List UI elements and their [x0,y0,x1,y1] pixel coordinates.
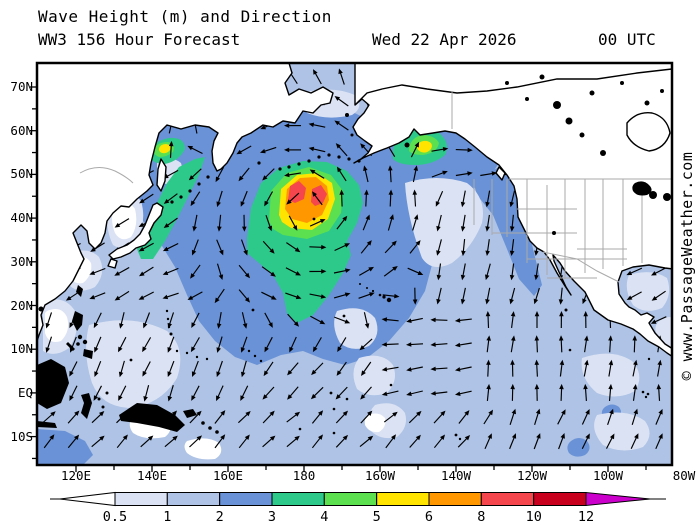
lat-label: 50N [10,166,33,181]
landmasses [37,63,672,441]
legend-tick-label: 8 [477,509,485,525]
lon-label: 120E [60,468,92,483]
forecast-date: Wed 22 Apr 2026 [372,30,517,49]
lat-label: 30N [10,254,33,269]
lat-label: 10S [10,429,33,444]
legend-tick-label: 1 [163,509,171,525]
legend-tick-label: 3 [268,509,276,525]
legend-tick-label: 4 [320,509,328,525]
watermark: © www.PassageWeather.com [678,151,696,381]
lon-label: 120W [516,468,548,483]
axis-ticks [30,86,647,472]
lon-label: 160W [364,468,396,483]
forecast-time: 00 UTC [598,30,656,49]
islands [37,113,651,441]
lat-label: 60N [10,123,33,138]
lon-label: 140W [440,468,472,483]
lat-label: 70N [10,79,33,94]
legend-tick-label: 0.5 [103,509,127,525]
legend-tick-label: 12 [578,509,594,525]
legend-colorbar: 0.5 1 2 3 4 5 6 8 10 12 [0,488,700,525]
legend-tick-label: 5 [373,509,381,525]
chart-subtitle: WW3 156 Hour Forecast Wed 22 Apr 2026 00… [0,30,700,50]
map-frame [35,61,674,467]
wave-height-contours [37,89,672,465]
legend-tick-label: 10 [526,509,542,525]
lon-label: 80W [672,468,696,483]
lat-label: 20N [10,298,33,313]
map-canvas [30,61,674,472]
lat-label: 40N [10,210,33,225]
lat-label: EQ [17,385,33,400]
political-borders [79,91,672,283]
lon-label: 100W [592,468,624,483]
lakes [505,74,671,235]
lon-label: 180 [292,468,316,483]
pacific-wave-map [30,61,674,472]
legend-tick-label: 6 [425,509,433,525]
chart-title: Wave Height (m) and Direction [38,7,332,26]
lon-label: 160E [212,468,244,483]
model-forecast-label: WW3 156 Hour Forecast [38,30,241,49]
legend-tick-label: 2 [216,509,224,525]
lat-label: 10N [10,341,33,356]
lon-label: 140E [136,468,168,483]
